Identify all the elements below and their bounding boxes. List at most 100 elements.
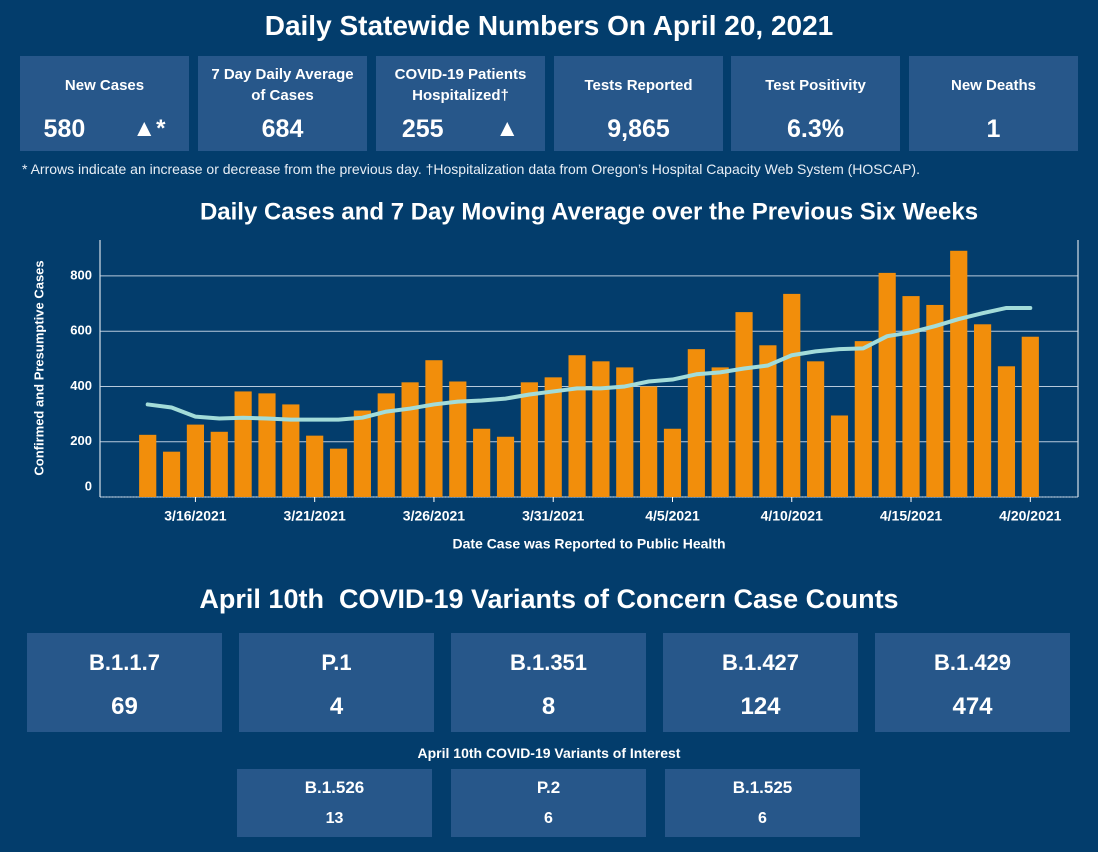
x-tick-label: 4/10/2021 xyxy=(761,508,823,524)
stat-label: New Cases xyxy=(64,76,145,94)
interest-name: P.2 xyxy=(536,778,561,797)
bar xyxy=(425,360,443,497)
x-tick-label: 4/5/2021 xyxy=(645,508,700,524)
stat-card: COVID-19 Patients Hospitalized† 255 ▲ xyxy=(376,56,545,151)
bar xyxy=(711,367,729,497)
bar xyxy=(401,382,419,497)
moving-average-line xyxy=(145,305,1033,422)
bar xyxy=(473,428,491,497)
stat-row: 255 ▲ xyxy=(376,114,545,144)
page-title: Daily Statewide Numbers On April 20, 202… xyxy=(264,10,834,41)
stat-card: Tests Reported 9,865 xyxy=(554,56,723,151)
y-tick-label: 200 xyxy=(70,433,92,448)
bar xyxy=(520,382,538,497)
bar xyxy=(258,393,276,497)
stat-value: 255 xyxy=(401,114,444,143)
x-tick-label: 3/21/2021 xyxy=(284,508,346,524)
y-tick-label: 0 xyxy=(85,478,92,493)
y-axis-title: Confirmed and Presumptive Cases xyxy=(31,260,46,475)
x-tick-label: 3/26/2021 xyxy=(403,508,465,524)
variant-card: P.1 4 xyxy=(239,633,434,732)
variant-count: 4 xyxy=(329,693,344,720)
stat-value: 1 xyxy=(986,114,1001,143)
stat-card: 7 Day Daily Average of Cases 684 xyxy=(198,56,367,151)
variant-card: B.1.429 474 xyxy=(875,633,1070,732)
variant-card: B.1.427 124 xyxy=(663,633,858,732)
bar xyxy=(139,434,157,497)
variant-card: B.1.351 8 xyxy=(451,633,646,732)
stat-value: 9,865 xyxy=(607,114,670,143)
bar xyxy=(329,448,348,497)
stat-card: New Cases 580 ▲* xyxy=(20,56,189,151)
bar xyxy=(807,361,825,497)
variant-card: B.1.1.7 69 xyxy=(27,633,222,732)
bar xyxy=(878,272,896,497)
stat-row: 6.3% xyxy=(731,114,900,144)
y-tick-label: 600 xyxy=(70,323,92,338)
chart-title: Daily Cases and 7 Day Moving Average ove… xyxy=(200,198,978,225)
bar xyxy=(353,410,371,497)
stat-label: New Deaths xyxy=(950,76,1037,94)
variant-count: 474 xyxy=(952,693,993,720)
interest-title: April 10th COVID-19 Variants of Interest xyxy=(417,745,681,761)
stat-value: 6.3% xyxy=(787,114,844,143)
footnote: * Arrows indicate an increase or decreas… xyxy=(22,161,920,177)
variant-name: B.1.351 xyxy=(509,650,588,675)
bar xyxy=(592,361,610,497)
bar xyxy=(926,304,944,497)
interest-count: 6 xyxy=(544,810,553,827)
bar xyxy=(830,415,849,497)
bar xyxy=(640,386,658,497)
bar xyxy=(783,293,801,497)
bar xyxy=(950,250,968,497)
bar xyxy=(377,393,395,497)
bar xyxy=(687,349,705,497)
stat-label: Test Positivity xyxy=(765,76,866,94)
variant-count: 8 xyxy=(541,693,556,720)
x-tick-label: 3/16/2021 xyxy=(164,508,226,524)
bar xyxy=(210,431,228,497)
variant-name: P.1 xyxy=(321,650,352,675)
stat-row: 580 ▲* xyxy=(20,114,189,144)
variant-name: B.1.427 xyxy=(721,650,800,675)
bar xyxy=(306,435,324,497)
bar xyxy=(973,324,992,497)
stat-indicator: ▲ xyxy=(495,115,520,142)
bar xyxy=(162,451,181,497)
interest-count: 6 xyxy=(758,810,767,827)
stat-row: 684 xyxy=(198,114,367,144)
bar xyxy=(186,424,205,497)
x-axis-title: Date Case was Reported to Public Health xyxy=(452,536,725,552)
interest-count: 13 xyxy=(325,810,344,827)
bar xyxy=(1021,336,1039,497)
interest-card: B.1.526 13 xyxy=(237,769,432,837)
bar xyxy=(449,381,467,497)
bar xyxy=(735,312,753,497)
bar xyxy=(496,436,515,497)
bar xyxy=(663,428,682,497)
bar xyxy=(282,404,300,497)
bar xyxy=(997,366,1016,497)
interest-card: B.1.525 6 xyxy=(665,769,860,837)
stat-value: 684 xyxy=(261,114,304,143)
stat-label: COVID-19 Patients Hospitalized† xyxy=(394,66,527,104)
variant-count: 69 xyxy=(111,693,138,720)
variant-name: B.1.1.7 xyxy=(89,650,160,675)
bar xyxy=(616,367,634,497)
variants-title: April 10th COVID-19 Variants of Concern … xyxy=(199,584,899,614)
bar xyxy=(234,391,252,497)
variant-name: B.1.429 xyxy=(933,650,1012,675)
x-tick-label: 4/20/2021 xyxy=(999,508,1061,524)
stat-row: 1 xyxy=(909,114,1078,144)
interest-name: B.1.526 xyxy=(304,778,365,797)
y-tick-label: 400 xyxy=(70,378,92,393)
bar xyxy=(902,296,920,497)
bar xyxy=(759,345,777,497)
x-tick-label: 4/15/2021 xyxy=(880,508,942,524)
y-tick-label: 800 xyxy=(70,267,92,282)
stat-card: New Deaths 1 xyxy=(909,56,1078,151)
stat-card: Test Positivity 6.3% xyxy=(731,56,900,151)
stat-label: Tests Reported xyxy=(584,76,693,94)
